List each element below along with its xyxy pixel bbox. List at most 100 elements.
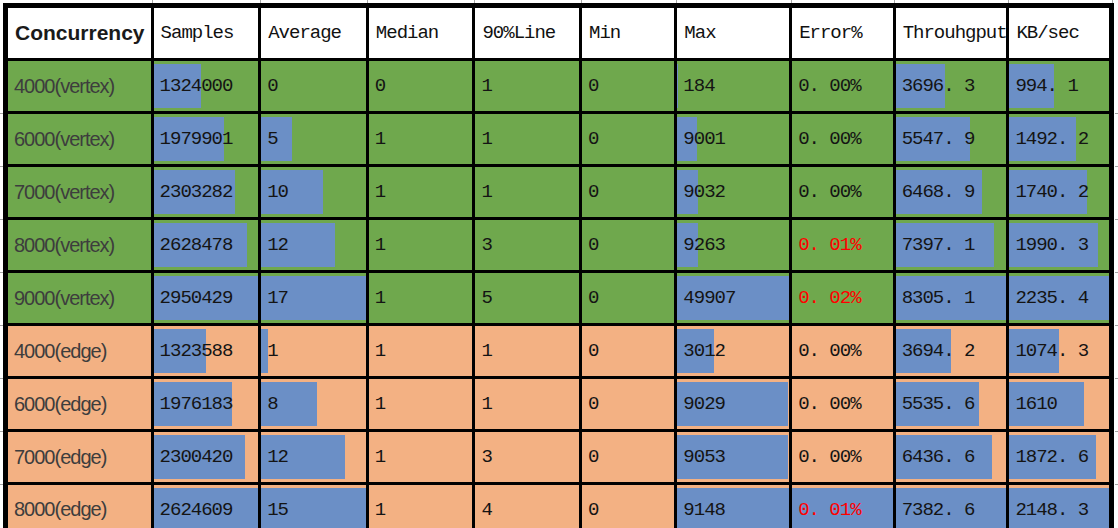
column-header-samples[interactable]: Samples	[152, 6, 260, 60]
cell-90-line[interactable]: 1	[474, 166, 581, 219]
cell-min[interactable]: 0	[581, 166, 676, 219]
cell-min[interactable]: 0	[581, 431, 676, 484]
cell-kb-sec[interactable]: 1074. 3	[1008, 325, 1112, 378]
row-label-cell-9000-vertex[interactable]: 9000(vertex)	[6, 272, 153, 325]
cell-max[interactable]: 184	[676, 60, 791, 113]
cell-median[interactable]: 1	[367, 325, 474, 378]
cell-average[interactable]: 8	[260, 378, 368, 431]
cell-error[interactable]: 0. 00%	[791, 431, 895, 484]
cell-90-line[interactable]: 3	[474, 219, 581, 272]
cell-90-line[interactable]: 1	[474, 113, 581, 166]
row-label-cell-7000-edge[interactable]: 7000(edge)	[6, 431, 153, 484]
row-label-cell-8000-vertex[interactable]: 8000(vertex)	[6, 219, 153, 272]
cell-error[interactable]: 0. 00%	[791, 166, 895, 219]
cell-kb-sec[interactable]: 1492. 2	[1008, 113, 1112, 166]
row-label-cell-6000-edge[interactable]: 6000(edge)	[6, 378, 153, 431]
cell-throuhgput[interactable]: 3694. 2	[894, 325, 1008, 378]
column-header-error[interactable]: Error%	[791, 6, 895, 60]
cell-kb-sec[interactable]: 1872. 6	[1008, 431, 1112, 484]
row-label-cell-4000-vertex[interactable]: 4000(vertex)	[6, 60, 153, 113]
cell-samples[interactable]: 2628478	[152, 219, 260, 272]
cell-throuhgput[interactable]: 5547. 9	[894, 113, 1008, 166]
cell-median[interactable]: 1	[367, 431, 474, 484]
column-header-concurrency[interactable]: Concurrency	[6, 6, 153, 60]
cell-throuhgput[interactable]: 6468. 9	[894, 166, 1008, 219]
cell-max[interactable]: 9001	[676, 113, 791, 166]
cell-average[interactable]: 1	[260, 325, 368, 378]
cell-median[interactable]: 1	[367, 113, 474, 166]
cell-throuhgput[interactable]: 7382. 6	[894, 484, 1008, 528]
cell-samples[interactable]: 2300420	[152, 431, 260, 484]
cell-samples[interactable]: 2624609	[152, 484, 260, 528]
cell-average[interactable]: 12	[260, 431, 368, 484]
cell-90-line[interactable]: 1	[474, 60, 581, 113]
cell-max[interactable]: 3012	[676, 325, 791, 378]
cell-samples[interactable]: 2303282	[152, 166, 260, 219]
row-label-cell-4000-edge[interactable]: 4000(edge)	[6, 325, 153, 378]
cell-samples[interactable]: 1323588	[152, 325, 260, 378]
cell-samples[interactable]: 1979901	[152, 113, 260, 166]
cell-max[interactable]: 9263	[676, 219, 791, 272]
cell-error[interactable]: 0. 00%	[791, 325, 895, 378]
cell-error[interactable]: 0. 01%	[791, 219, 895, 272]
cell-min[interactable]: 0	[581, 325, 676, 378]
cell-median[interactable]: 1	[367, 166, 474, 219]
cell-kb-sec[interactable]: 1610	[1008, 378, 1112, 431]
cell-kb-sec[interactable]: 1990. 3	[1008, 219, 1112, 272]
cell-average[interactable]: 5	[260, 113, 368, 166]
cell-average[interactable]: 10	[260, 166, 368, 219]
cell-error[interactable]: 0. 02%	[791, 272, 895, 325]
cell-kb-sec[interactable]: 2148. 3	[1008, 484, 1112, 528]
cell-average[interactable]: 12	[260, 219, 368, 272]
cell-min[interactable]: 0	[581, 60, 676, 113]
cell-kb-sec[interactable]: 2235. 4	[1008, 272, 1112, 325]
cell-min[interactable]: 0	[581, 113, 676, 166]
cell-error[interactable]: 0. 00%	[791, 60, 895, 113]
cell-error[interactable]: 0. 01%	[791, 484, 895, 528]
cell-median[interactable]: 1	[367, 378, 474, 431]
cell-90-line[interactable]: 3	[474, 431, 581, 484]
cell-max[interactable]: 49907	[676, 272, 791, 325]
cell-throuhgput[interactable]: 5535. 6	[894, 378, 1008, 431]
cell-samples[interactable]: 1324000	[152, 60, 260, 113]
cell-samples[interactable]: 2950429	[152, 272, 260, 325]
cell-median[interactable]: 1	[367, 484, 474, 528]
cell-90-line[interactable]: 1	[474, 325, 581, 378]
cell-samples[interactable]: 1976183	[152, 378, 260, 431]
cell-90-line[interactable]: 5	[474, 272, 581, 325]
column-header-kb-sec[interactable]: KB/sec	[1008, 6, 1112, 60]
column-header-90-line[interactable]: 90%Line	[474, 6, 581, 60]
cell-error[interactable]: 0. 00%	[791, 378, 895, 431]
cell-median[interactable]: 1	[367, 272, 474, 325]
column-header-max[interactable]: Max	[676, 6, 791, 60]
cell-min[interactable]: 0	[581, 378, 676, 431]
cell-90-line[interactable]: 4	[474, 484, 581, 528]
cell-90-line[interactable]: 1	[474, 378, 581, 431]
cell-average[interactable]: 15	[260, 484, 368, 528]
column-header-min[interactable]: Min	[581, 6, 676, 60]
cell-median[interactable]: 1	[367, 219, 474, 272]
column-header-throuhgput[interactable]: Throuhgput	[894, 6, 1008, 60]
cell-error[interactable]: 0. 00%	[791, 113, 895, 166]
cell-average[interactable]: 17	[260, 272, 368, 325]
cell-kb-sec[interactable]: 994. 1	[1008, 60, 1112, 113]
cell-median[interactable]: 0	[367, 60, 474, 113]
cell-min[interactable]: 0	[581, 272, 676, 325]
cell-throuhgput[interactable]: 8305. 1	[894, 272, 1008, 325]
cell-max[interactable]: 9053	[676, 431, 791, 484]
cell-max[interactable]: 9032	[676, 166, 791, 219]
row-label-cell-8000-edge[interactable]: 8000(edge)	[6, 484, 153, 528]
row-label-cell-6000-vertex[interactable]: 6000(vertex)	[6, 113, 153, 166]
cell-max[interactable]: 9148	[676, 484, 791, 528]
row-label-cell-7000-vertex[interactable]: 7000(vertex)	[6, 166, 153, 219]
cell-max[interactable]: 9029	[676, 378, 791, 431]
cell-kb-sec[interactable]: 1740. 2	[1008, 166, 1112, 219]
column-header-average[interactable]: Average	[260, 6, 368, 60]
cell-throuhgput[interactable]: 6436. 6	[894, 431, 1008, 484]
column-header-median[interactable]: Median	[367, 6, 474, 60]
cell-min[interactable]: 0	[581, 219, 676, 272]
cell-throuhgput[interactable]: 3696. 3	[894, 60, 1008, 113]
cell-average[interactable]: 0	[260, 60, 368, 113]
cell-min[interactable]: 0	[581, 484, 676, 528]
cell-throuhgput[interactable]: 7397. 1	[894, 219, 1008, 272]
